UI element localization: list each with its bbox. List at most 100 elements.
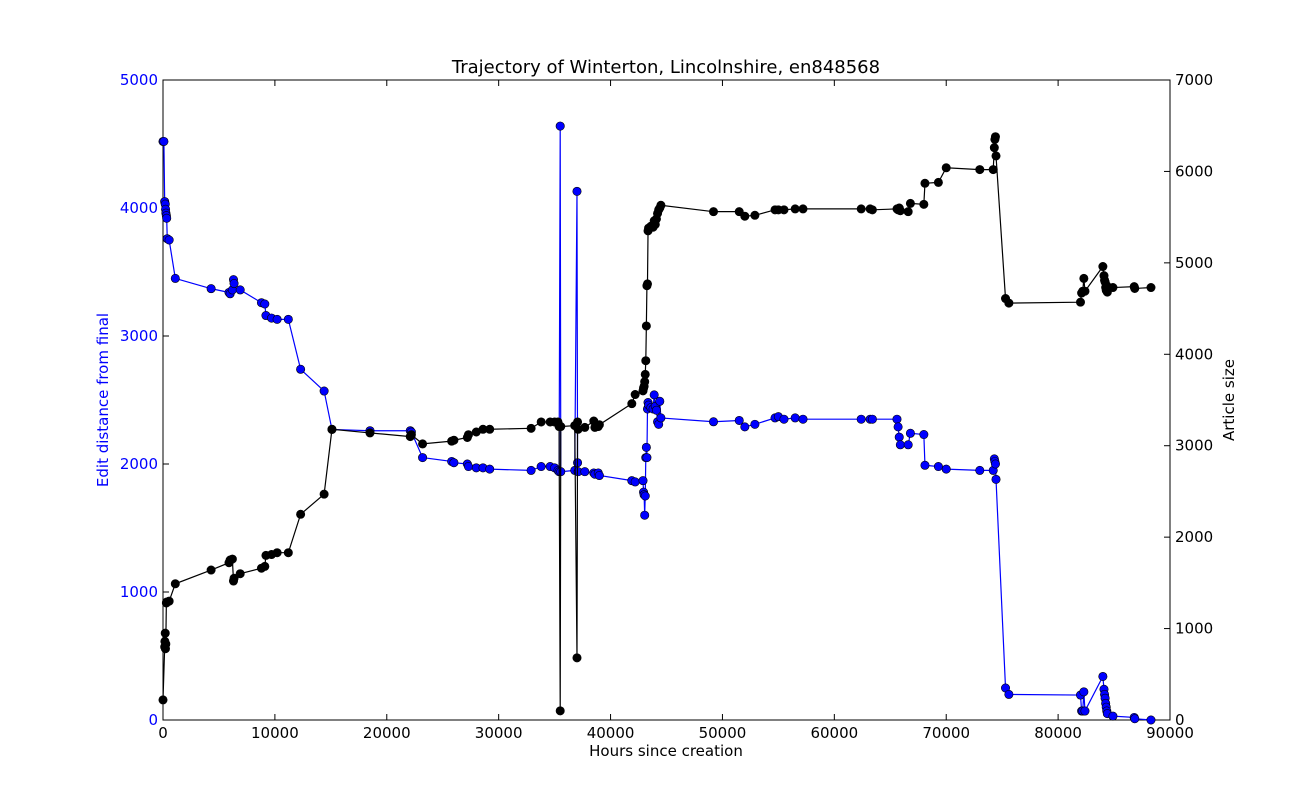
data-point: [903, 207, 913, 217]
data-point: [164, 596, 174, 606]
left-y-tick-label: 3000: [120, 327, 158, 345]
left-y-tick-label: 2000: [120, 455, 158, 473]
right-y-axis-label: Article size: [1220, 359, 1238, 441]
data-point: [319, 386, 329, 396]
x-tick-label: 10000: [251, 724, 299, 742]
data-point: [779, 414, 789, 424]
data-point: [319, 489, 329, 499]
data-point: [750, 419, 760, 429]
data-point: [920, 178, 930, 188]
data-point: [919, 199, 929, 209]
data-point: [572, 653, 582, 663]
data-point: [708, 207, 718, 217]
data-point: [418, 453, 428, 463]
left-y-tick-label: 1000: [120, 583, 158, 601]
data-point: [555, 121, 565, 131]
series-left-axis: [158, 121, 1156, 725]
data-point: [905, 428, 915, 438]
data-point: [594, 420, 604, 430]
data-point: [708, 417, 718, 427]
data-point: [640, 369, 650, 379]
data-point: [235, 569, 245, 579]
data-point: [1146, 283, 1156, 293]
data-point: [283, 548, 293, 558]
data-point: [790, 204, 800, 214]
data-point: [1098, 671, 1108, 681]
data-point: [642, 279, 652, 289]
data-point: [941, 163, 951, 173]
data-point: [649, 390, 659, 400]
data-point: [536, 462, 546, 472]
x-tick-label: 40000: [587, 724, 635, 742]
data-point: [990, 132, 1000, 142]
data-point: [296, 364, 306, 374]
data-point: [640, 491, 650, 501]
data-point: [790, 413, 800, 423]
data-point: [406, 430, 416, 440]
data-point: [656, 200, 666, 210]
data-point: [449, 458, 459, 468]
data-point: [580, 422, 590, 432]
data-point: [463, 462, 473, 472]
chart-title: Trajectory of Winterton, Lincolnshire, e…: [451, 57, 880, 78]
data-point: [272, 548, 282, 558]
x-tick-label: 20000: [363, 724, 411, 742]
right-y-tick-label: 1000: [1175, 620, 1213, 638]
data-point: [227, 554, 237, 564]
data-point: [1130, 714, 1140, 724]
data-point: [1080, 286, 1090, 296]
data-point: [1130, 283, 1140, 293]
data-point: [798, 414, 808, 424]
data-point: [627, 399, 637, 409]
data-point: [867, 414, 877, 424]
data-point: [642, 453, 652, 463]
x-tick-label: 30000: [475, 724, 523, 742]
data-point: [418, 439, 428, 449]
data-point: [556, 422, 566, 432]
data-point: [296, 509, 306, 519]
data-point: [206, 565, 216, 575]
data-point: [988, 165, 998, 175]
x-tick-label: 80000: [1034, 724, 1082, 742]
data-point: [229, 279, 239, 289]
data-point: [161, 639, 171, 649]
left-y-tick-label: 0: [148, 711, 158, 729]
right-y-tick-label: 7000: [1175, 71, 1213, 89]
data-point: [933, 462, 943, 472]
data-point: [740, 422, 750, 432]
data-point: [640, 510, 650, 520]
data-point: [260, 299, 270, 309]
data-point: [651, 405, 661, 415]
data-point: [229, 573, 239, 583]
data-point: [162, 213, 172, 223]
data-point: [779, 205, 789, 215]
series-layer: [158, 121, 1156, 725]
data-point: [856, 414, 866, 424]
data-point: [158, 695, 168, 705]
data-point: [170, 273, 180, 283]
data-point: [1004, 298, 1014, 308]
data-point: [463, 430, 473, 440]
right-y-tick-label: 4000: [1175, 345, 1213, 363]
data-point: [740, 211, 750, 221]
x-axis-ticks: 0 10000 20000 30000 40000 50000 60000 70000 8000…: [158, 80, 1194, 742]
data-point: [989, 143, 999, 153]
data-point: [903, 440, 913, 450]
right-y-tick-label: 3000: [1175, 437, 1213, 455]
data-point: [798, 204, 808, 214]
data-point: [630, 477, 640, 487]
series-right-axis: [158, 132, 1156, 716]
data-point: [905, 198, 915, 208]
data-point: [1108, 711, 1118, 721]
data-point: [1146, 715, 1156, 725]
data-point: [919, 430, 929, 440]
data-point: [991, 474, 1001, 484]
data-point: [656, 413, 666, 423]
data-point: [941, 464, 951, 474]
data-point: [365, 428, 375, 438]
data-point: [327, 424, 337, 434]
left-y-axis-label: Edit distance from final: [94, 313, 112, 487]
data-point: [990, 459, 1000, 469]
x-tick-label: 50000: [699, 724, 747, 742]
